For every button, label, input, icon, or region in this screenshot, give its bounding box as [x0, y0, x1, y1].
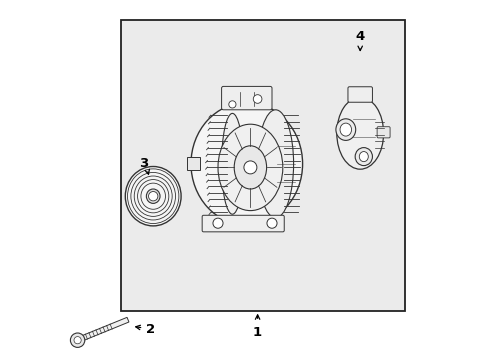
FancyBboxPatch shape: [377, 127, 390, 138]
FancyBboxPatch shape: [348, 87, 372, 102]
Ellipse shape: [258, 110, 294, 218]
Circle shape: [74, 337, 81, 344]
Ellipse shape: [267, 218, 277, 228]
Circle shape: [253, 95, 262, 103]
Bar: [121, 20, 405, 311]
Circle shape: [229, 101, 236, 108]
Bar: [187, 157, 200, 170]
Ellipse shape: [147, 189, 160, 203]
Ellipse shape: [221, 113, 243, 214]
Circle shape: [148, 192, 158, 201]
Ellipse shape: [359, 152, 368, 162]
FancyBboxPatch shape: [221, 86, 272, 110]
Ellipse shape: [125, 166, 181, 226]
Ellipse shape: [213, 218, 223, 228]
Ellipse shape: [337, 97, 384, 169]
Circle shape: [244, 161, 257, 174]
Ellipse shape: [340, 123, 351, 136]
Circle shape: [71, 333, 85, 347]
Ellipse shape: [218, 124, 283, 211]
Ellipse shape: [234, 146, 267, 189]
Text: 4: 4: [356, 30, 365, 42]
FancyBboxPatch shape: [202, 215, 284, 232]
Text: 1: 1: [253, 327, 262, 339]
Polygon shape: [76, 318, 129, 342]
Ellipse shape: [336, 119, 356, 140]
Text: 2: 2: [147, 323, 155, 336]
Ellipse shape: [355, 148, 372, 166]
Ellipse shape: [191, 103, 303, 225]
Text: 3: 3: [139, 157, 148, 170]
